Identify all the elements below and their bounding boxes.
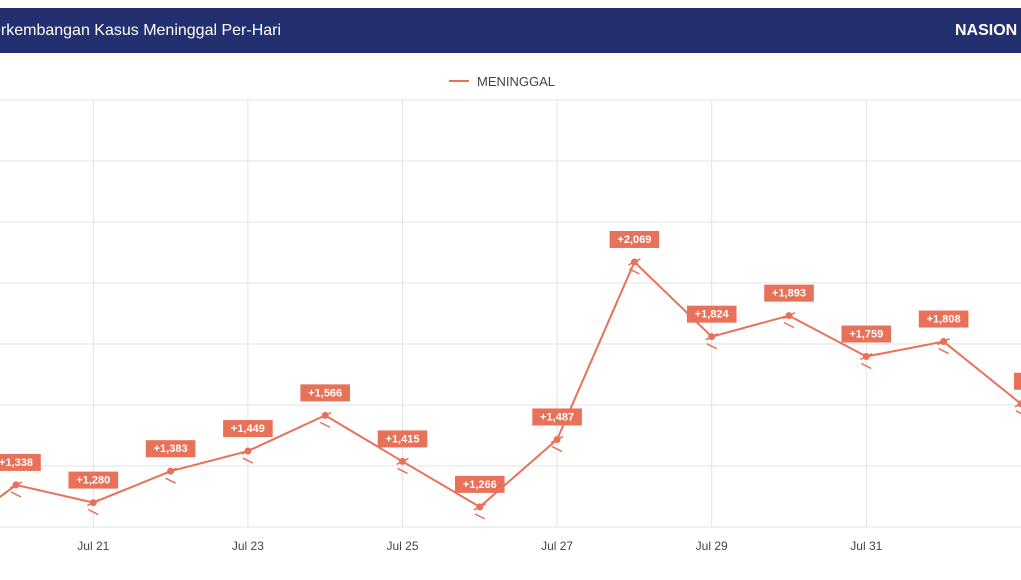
x-axis-ticks: Jul 21 Jul 23 Jul 25 Jul 27 Jul 29 Jul 31 (77, 539, 882, 553)
point-marker (1014, 400, 1021, 415)
point-markers (9, 258, 1021, 520)
data-label-text: +1,893 (772, 288, 806, 300)
data-label-box (764, 284, 814, 302)
data-label: +1,338 (0, 453, 41, 471)
data-label: +1,415 (377, 430, 428, 448)
data-label: +1,449 (223, 420, 273, 438)
point-marker (937, 337, 950, 355)
data-label-box (1014, 372, 1021, 390)
series-line (0, 260, 1021, 509)
data-label: +1,383 (145, 440, 196, 458)
data-label-text: +1,566 (308, 387, 342, 399)
data-label-text: +1,759 (849, 329, 883, 341)
data-label-text: +1,415 (386, 433, 420, 445)
point-marker (628, 258, 641, 275)
x-tick-label: Jul 23 (232, 539, 264, 553)
meninggal-line (0, 260, 1021, 509)
point-marker (9, 481, 23, 498)
data-label: +1,566 (300, 384, 350, 402)
data-label: +2,069 (609, 230, 660, 248)
data-label-box (223, 420, 273, 438)
data-label-box (686, 305, 737, 323)
data-label: +1,280 (68, 471, 119, 489)
x-tick-label: Jul 31 (850, 539, 882, 553)
data-label-box (68, 471, 119, 489)
point-marker (473, 503, 487, 520)
data-label: +1,893 (764, 284, 814, 302)
data-label-box (532, 408, 582, 426)
data-label: +1,759 (841, 325, 892, 343)
data-label-text: +1,808 (927, 314, 961, 326)
data-label: +1,266 (455, 475, 505, 493)
point-marker (318, 411, 332, 429)
data-label-box (0, 453, 41, 471)
point-marker (164, 467, 177, 484)
grid-lines (0, 99, 1021, 528)
chart-header: erkembangan Kasus Meninggal Per-Hari NAS… (0, 8, 1021, 53)
data-label-box (609, 230, 660, 248)
data-label-text: +1,338 (0, 457, 33, 469)
point-marker (859, 352, 873, 370)
region-label: NASION (955, 22, 1018, 39)
x-tick-label: Jul 25 (386, 539, 418, 553)
data-label-box (455, 475, 505, 493)
data-label-box (300, 384, 350, 402)
data-label-text: +1,280 (76, 475, 110, 487)
data-label: +1,487 (532, 408, 582, 426)
data-label-text: +1,449 (231, 423, 265, 435)
data-label-box (918, 310, 969, 328)
point-marker (241, 447, 255, 464)
chart-title: erkembangan Kasus Meninggal Per-Hari (0, 22, 282, 39)
x-tick-label: Jul 27 (541, 539, 573, 553)
data-label-text: +1,824 (695, 309, 730, 321)
point-marker (705, 333, 719, 350)
data-label: +1,808 (918, 310, 969, 328)
data-label-text: +1,487 (540, 411, 574, 423)
chart-legend[interactable]: MENINGGAL (449, 70, 555, 92)
x-tick-label: Jul 29 (696, 539, 728, 553)
point-marker (550, 435, 564, 453)
point-marker (782, 311, 796, 329)
data-label-text: +1,383 (154, 443, 188, 455)
data-label: +1, (1014, 372, 1021, 390)
data-label-box (377, 430, 428, 448)
data-label-text: +1,266 (463, 479, 497, 491)
point-marker (86, 498, 100, 516)
point-marker (396, 457, 409, 475)
data-label-box (145, 440, 196, 458)
legend-swatch (449, 80, 469, 82)
data-labels: +1,338 +1,280 +1,383 +1,449 +1,566 +1,415 +1,2… (0, 230, 1021, 493)
x-tick-label: Jul 21 (77, 539, 109, 553)
data-label-box (841, 325, 892, 343)
legend-label: MENINGGAL (477, 73, 556, 89)
data-label-text: +2,069 (617, 234, 651, 246)
data-label: +1,824 (686, 305, 737, 323)
